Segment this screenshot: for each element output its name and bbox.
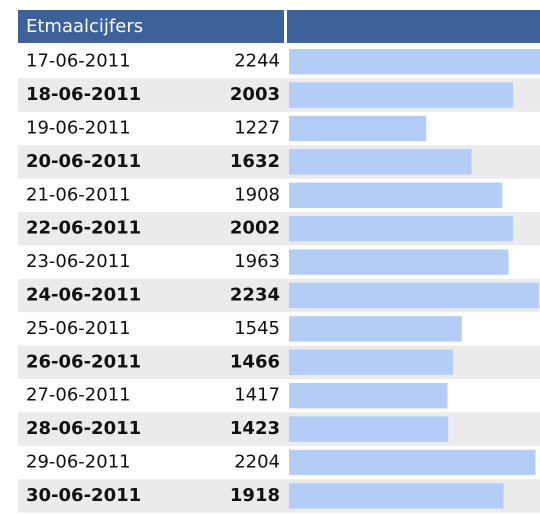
value-label: 1227 bbox=[234, 118, 280, 139]
value-label: 1918 bbox=[230, 485, 280, 506]
bar bbox=[289, 316, 462, 342]
value-label: 2002 bbox=[230, 218, 280, 239]
date-label: 29-06-2011 bbox=[26, 452, 131, 473]
bar bbox=[289, 216, 513, 242]
bar bbox=[289, 416, 449, 442]
bar bbox=[289, 282, 539, 309]
value-label: 2003 bbox=[230, 84, 280, 105]
date-label: 21-06-2011 bbox=[26, 184, 131, 205]
chart-title: Etmaalcijfers bbox=[26, 16, 143, 37]
value-label: 2204 bbox=[234, 452, 280, 473]
row-background bbox=[18, 412, 540, 446]
value-label: 1908 bbox=[234, 184, 280, 205]
date-label: 17-06-2011 bbox=[26, 51, 131, 72]
value-label: 1545 bbox=[234, 318, 280, 339]
date-label: 24-06-2011 bbox=[26, 285, 141, 306]
header-cell bbox=[18, 10, 284, 43]
date-label: 18-06-2011 bbox=[26, 84, 141, 105]
date-label: 27-06-2011 bbox=[26, 385, 131, 406]
value-label: 1466 bbox=[230, 351, 280, 372]
value-label: 2234 bbox=[230, 285, 280, 306]
value-label: 1423 bbox=[230, 418, 280, 439]
bar bbox=[289, 383, 448, 409]
bar bbox=[289, 349, 453, 375]
date-label: 30-06-2011 bbox=[26, 485, 141, 506]
date-label: 25-06-2011 bbox=[26, 318, 131, 339]
row-background bbox=[18, 345, 540, 379]
value-label: 1632 bbox=[230, 151, 280, 172]
date-label: 26-06-2011 bbox=[26, 351, 141, 372]
bar bbox=[289, 449, 536, 476]
date-label: 19-06-2011 bbox=[26, 118, 131, 139]
date-label: 23-06-2011 bbox=[26, 251, 131, 272]
header-cell bbox=[287, 10, 540, 43]
bar bbox=[289, 115, 427, 142]
bar bbox=[289, 82, 514, 108]
bar bbox=[289, 149, 472, 175]
value-label: 2244 bbox=[234, 51, 280, 72]
bar bbox=[289, 182, 503, 208]
date-label: 20-06-2011 bbox=[26, 151, 141, 172]
value-label: 1963 bbox=[234, 251, 280, 272]
bar bbox=[289, 483, 504, 509]
bar bbox=[289, 49, 540, 75]
date-label: 22-06-2011 bbox=[26, 218, 141, 239]
date-label: 28-06-2011 bbox=[26, 418, 141, 439]
value-label: 1417 bbox=[234, 385, 280, 406]
bar bbox=[289, 249, 509, 275]
